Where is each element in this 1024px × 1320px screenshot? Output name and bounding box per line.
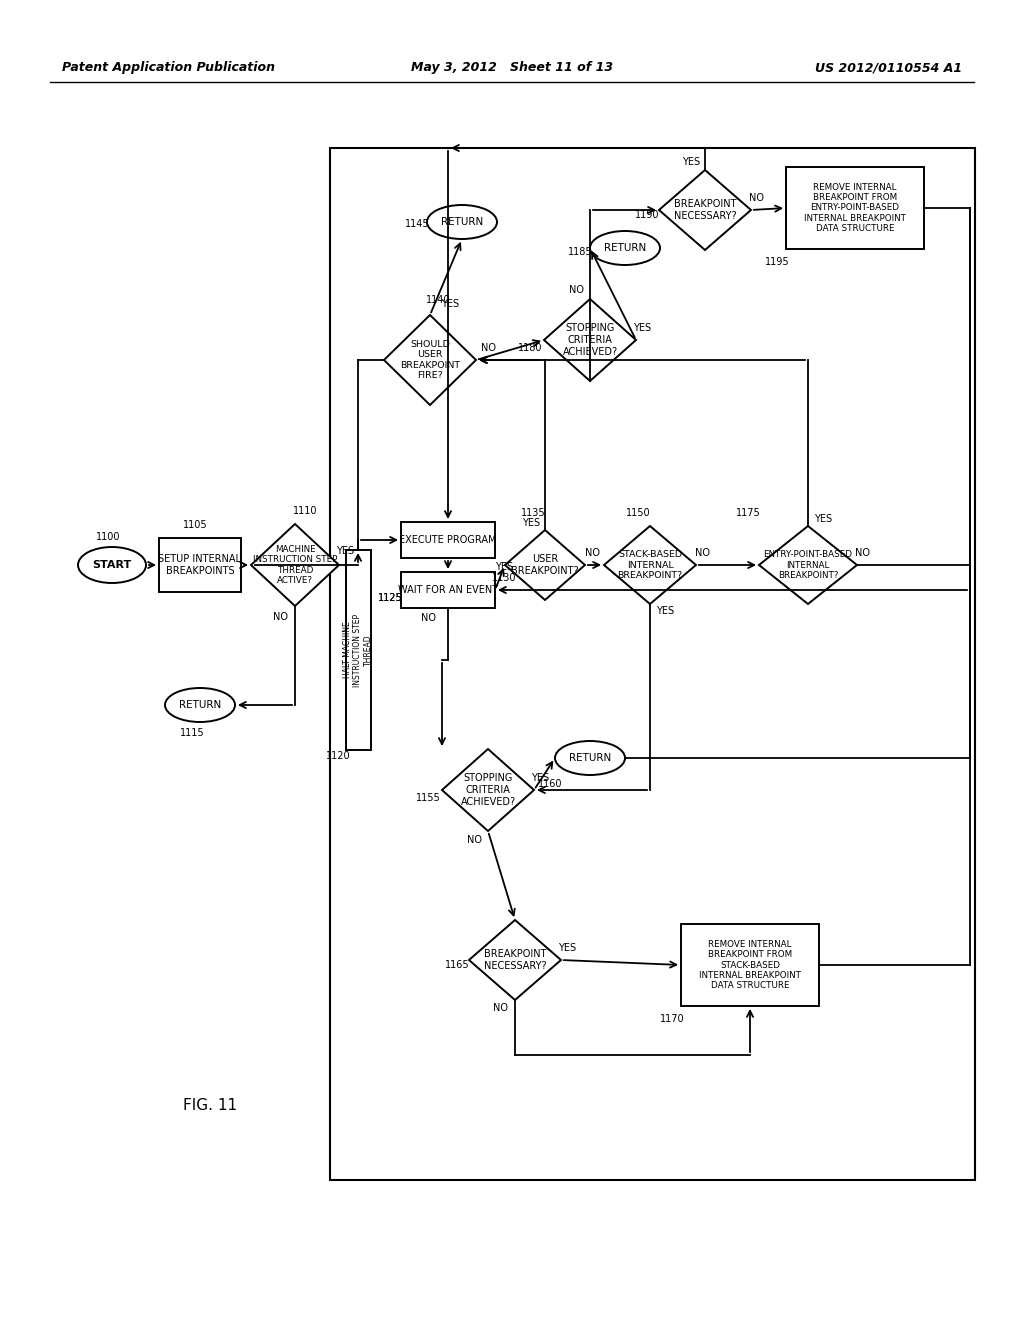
Polygon shape	[384, 315, 476, 405]
Text: 1180: 1180	[518, 343, 543, 352]
Polygon shape	[251, 524, 339, 606]
Text: MACHINE
INSTRUCTION STEP
THREAD
ACTIVE?: MACHINE INSTRUCTION STEP THREAD ACTIVE?	[253, 545, 337, 585]
Polygon shape	[604, 525, 696, 605]
Text: STACK-BASED
INTERNAL
BREAKPOINT?: STACK-BASED INTERNAL BREAKPOINT?	[617, 550, 683, 579]
Text: 1140: 1140	[426, 294, 451, 305]
Text: 1125: 1125	[378, 593, 402, 603]
Text: NO: NO	[494, 1003, 509, 1012]
Text: SETUP INTERNAL
BREAKPOINTS: SETUP INTERNAL BREAKPOINTS	[159, 554, 242, 576]
Text: RETURN: RETURN	[441, 216, 483, 227]
Text: 1150: 1150	[626, 508, 650, 517]
Text: 1155: 1155	[416, 793, 440, 803]
Polygon shape	[469, 920, 561, 1001]
Text: YES: YES	[495, 562, 513, 572]
Text: BREAKPOINT
NECESSARY?: BREAKPOINT NECESSARY?	[674, 199, 736, 220]
Polygon shape	[759, 525, 857, 605]
Text: 1110: 1110	[293, 506, 317, 516]
Text: YES: YES	[656, 606, 674, 616]
Ellipse shape	[555, 741, 625, 775]
Text: REMOVE INTERNAL
BREAKPOINT FROM
ENTRY-POINT-BASED
INTERNAL BREAKPOINT
DATA STRUC: REMOVE INTERNAL BREAKPOINT FROM ENTRY-PO…	[804, 182, 906, 234]
Text: RETURN: RETURN	[604, 243, 646, 253]
Text: STOPPING
CRITERIA
ACHIEVED?: STOPPING CRITERIA ACHIEVED?	[562, 323, 617, 356]
Text: 1190: 1190	[635, 210, 659, 220]
Ellipse shape	[590, 231, 660, 265]
Text: HALT MACHINE
INSTRUCTION STEP
THREAD: HALT MACHINE INSTRUCTION STEP THREAD	[343, 614, 373, 686]
Text: NO: NO	[694, 548, 710, 558]
Text: YES: YES	[682, 157, 700, 168]
Text: STOPPING
CRITERIA
ACHIEVED?: STOPPING CRITERIA ACHIEVED?	[461, 774, 515, 807]
Text: YES: YES	[530, 774, 549, 783]
Polygon shape	[544, 300, 636, 381]
Text: 1120: 1120	[326, 751, 350, 762]
Text: 1125: 1125	[378, 593, 402, 603]
Text: 1195: 1195	[765, 257, 790, 267]
Text: Patent Application Publication: Patent Application Publication	[62, 62, 275, 74]
Text: 1130: 1130	[492, 573, 516, 583]
Text: NO: NO	[586, 548, 600, 558]
Text: NO: NO	[568, 285, 584, 294]
Text: NO: NO	[750, 193, 765, 203]
Text: YES: YES	[441, 300, 459, 309]
Text: WAIT FOR AN EVENT: WAIT FOR AN EVENT	[398, 585, 498, 595]
Polygon shape	[659, 170, 751, 249]
Bar	[401, 521, 495, 558]
Text: 1115: 1115	[179, 729, 205, 738]
Text: YES: YES	[522, 517, 540, 528]
Ellipse shape	[78, 546, 146, 583]
Text: 1175: 1175	[735, 508, 761, 517]
Text: ENTRY-POINT-BASED
INTERNAL
BREAKPOINT?: ENTRY-POINT-BASED INTERNAL BREAKPOINT?	[764, 550, 853, 579]
Text: YES: YES	[336, 546, 354, 556]
Text: May 3, 2012   Sheet 11 of 13: May 3, 2012 Sheet 11 of 13	[411, 62, 613, 74]
Ellipse shape	[165, 688, 234, 722]
Text: NO: NO	[480, 343, 496, 352]
Text: FIG. 11: FIG. 11	[183, 1097, 238, 1113]
Ellipse shape	[427, 205, 497, 239]
Text: START: START	[92, 560, 132, 570]
Polygon shape	[442, 748, 534, 832]
Text: US 2012/0110554 A1: US 2012/0110554 A1	[815, 62, 962, 74]
Text: 1145: 1145	[404, 219, 429, 228]
Text: NO: NO	[467, 836, 481, 845]
Text: REMOVE INTERNAL
BREAKPOINT FROM
STACK-BASED
INTERNAL BREAKPOINT
DATA STRUCTURE: REMOVE INTERNAL BREAKPOINT FROM STACK-BA…	[699, 940, 801, 990]
Text: YES: YES	[633, 323, 651, 333]
Text: BREAKPOINT
NECESSARY?: BREAKPOINT NECESSARY?	[483, 949, 547, 970]
Text: NO: NO	[273, 612, 289, 622]
Text: EXECUTE PROGRAM: EXECUTE PROGRAM	[399, 535, 497, 545]
Text: 1165: 1165	[444, 960, 469, 970]
Text: 1100: 1100	[96, 532, 120, 543]
Text: USER
BREAKPOINT?: USER BREAKPOINT?	[511, 554, 579, 576]
Text: 1160: 1160	[538, 779, 562, 789]
Bar	[786, 168, 924, 249]
Text: NO: NO	[855, 548, 870, 558]
Bar	[345, 550, 371, 750]
Bar	[159, 539, 241, 591]
Text: 1105: 1105	[182, 520, 207, 531]
Polygon shape	[505, 531, 585, 601]
Text: 1185: 1185	[567, 247, 592, 257]
Text: 1170: 1170	[659, 1014, 684, 1024]
Text: YES: YES	[814, 513, 833, 524]
Text: 1135: 1135	[520, 508, 546, 517]
Text: SHOULD
USER
BREAKPOINT
FIRE?: SHOULD USER BREAKPOINT FIRE?	[400, 339, 460, 380]
Text: RETURN: RETURN	[179, 700, 221, 710]
Bar	[401, 572, 495, 609]
Text: RETURN: RETURN	[569, 752, 611, 763]
Bar	[330, 148, 975, 1180]
Text: YES: YES	[558, 942, 577, 953]
Text: NO: NO	[421, 612, 435, 623]
Bar	[681, 924, 819, 1006]
